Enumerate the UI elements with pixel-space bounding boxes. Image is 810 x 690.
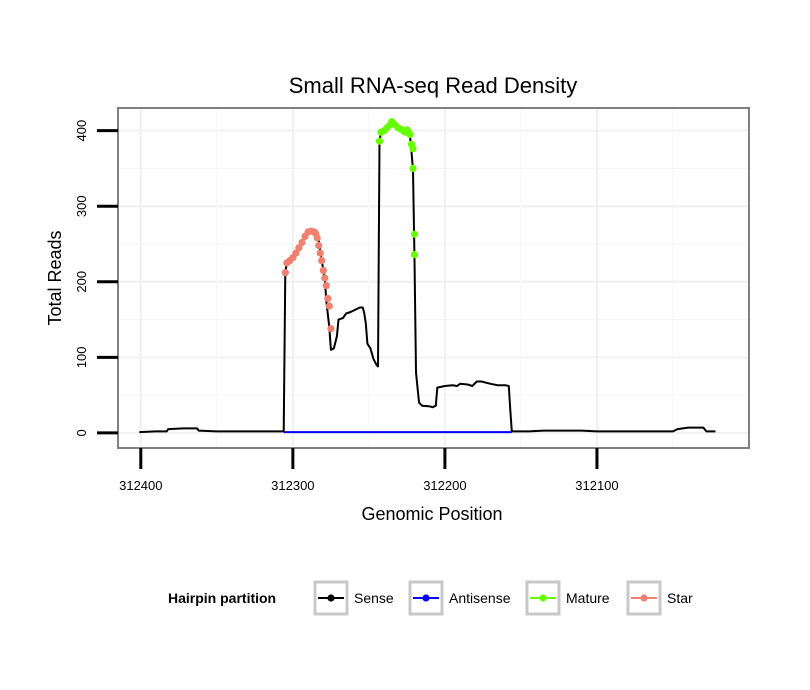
chart-title: Small RNA-seq Read Density bbox=[289, 73, 578, 98]
legend-key-dot-antisense bbox=[422, 594, 430, 602]
series-layer bbox=[139, 118, 716, 434]
series-star-point bbox=[318, 257, 326, 265]
series-star-point bbox=[313, 234, 321, 242]
y-tick-label: 300 bbox=[74, 195, 89, 217]
series-star-point bbox=[281, 269, 289, 277]
y-axis: 0 100 200 300 400 bbox=[74, 120, 118, 437]
x-tick-label: 312200 bbox=[423, 478, 466, 493]
series-star-point bbox=[292, 249, 300, 257]
legend-key-dot-star bbox=[640, 594, 648, 602]
y-axis-label: Total Reads bbox=[45, 230, 65, 325]
y-tick-label: 200 bbox=[74, 271, 89, 293]
series-mature-point bbox=[375, 137, 384, 145]
legend-label-mature: Mature bbox=[566, 590, 610, 606]
legend-label-sense: Sense bbox=[354, 590, 394, 606]
series-star-point bbox=[298, 238, 306, 247]
series-star-point bbox=[324, 294, 332, 302]
series-star-point bbox=[321, 274, 329, 282]
legend-title: Hairpin partition bbox=[168, 590, 276, 606]
legend-label-star: Star bbox=[667, 590, 693, 606]
series-mature-point bbox=[406, 130, 414, 138]
series-star-point bbox=[327, 325, 335, 333]
x-tick-label: 312300 bbox=[271, 478, 314, 493]
legend-key-dot-sense bbox=[327, 594, 335, 602]
series-mature-point bbox=[410, 230, 419, 238]
series-star bbox=[281, 227, 335, 333]
x-axis-label: Genomic Position bbox=[361, 504, 502, 524]
plot-border bbox=[117, 107, 750, 449]
series-star-point bbox=[325, 302, 333, 310]
x-tick-label: 312100 bbox=[575, 478, 618, 493]
legend-label-antisense: Antisense bbox=[449, 590, 511, 606]
grid bbox=[118, 108, 749, 448]
plot-panel bbox=[118, 108, 749, 448]
series-mature bbox=[375, 118, 419, 259]
series-mature-point bbox=[409, 164, 417, 172]
series-star-point bbox=[322, 282, 330, 290]
series-mature-point bbox=[410, 251, 419, 259]
x-axis: 312400 312300 312200 312100 bbox=[119, 448, 619, 493]
x-tick-label: 312400 bbox=[119, 478, 162, 493]
y-tick-label: 400 bbox=[74, 120, 89, 142]
series-star-point bbox=[315, 241, 323, 250]
y-tick-label: 0 bbox=[74, 429, 89, 436]
series-mature-point bbox=[409, 145, 417, 153]
series-star-point bbox=[295, 244, 303, 252]
series-star-point bbox=[319, 266, 327, 274]
y-tick-label: 100 bbox=[74, 346, 89, 368]
series-star-point bbox=[316, 249, 324, 257]
legend: Hairpin partition Sense Antisense Mature St… bbox=[168, 580, 693, 616]
legend-key-dot-mature bbox=[539, 594, 547, 602]
